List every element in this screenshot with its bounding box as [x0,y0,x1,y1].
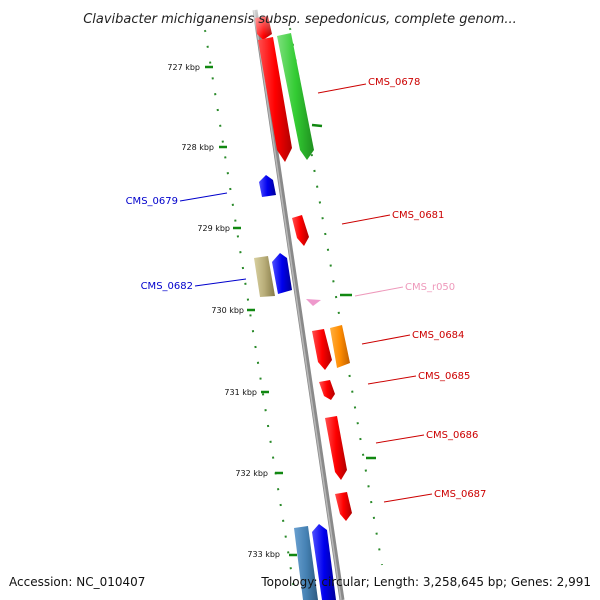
genome-backbone-shade [253,9,342,600]
gene-label-cms-0682[interactable]: CMS_0682 [141,281,193,292]
gene-label-cms-r050[interactable]: CMS_r050 [405,282,455,293]
map-title: Clavibacter michiganensis subsp. sepedon… [83,12,517,27]
gene-cms-0679[interactable] [259,175,276,197]
tick-label-731: 731 kbp [224,388,257,397]
gene-bottom-steel[interactable] [294,526,318,600]
top-fade [0,0,600,36]
outer-guide-right [289,27,383,566]
genome-summary-text: Topology: circular; Length: 3,258,645 bp… [261,575,591,589]
gene-cms-0684-red[interactable] [312,329,332,370]
outer-minor-ticks [311,123,376,460]
gene-label-cms-0687[interactable]: CMS_0687 [434,489,486,500]
tick-label-729: 729 kbp [197,224,230,233]
genome-backbone [252,9,345,600]
gene-cms-0686[interactable] [325,416,347,480]
gene-green-0678-partner[interactable] [277,33,314,160]
gene-label-cms-0685[interactable]: CMS_0685 [418,371,470,382]
gene-cms-0687[interactable] [335,492,352,521]
tick-label-732: 732 kbp [235,469,268,478]
gene-label-cms-0679[interactable]: CMS_0679 [126,196,178,207]
gene-cms-0685[interactable] [319,380,335,400]
gene-label-cms-0684[interactable]: CMS_0684 [412,330,464,341]
gene-cms-0678[interactable] [258,37,292,162]
gene-cms-0684[interactable] [330,325,350,368]
tick-label-727: 727 kbp [167,63,200,72]
coordinate-ticks [205,65,297,557]
gene-cms-r050[interactable] [306,299,321,306]
tick-label-730: 730 kbp [211,306,244,315]
gene-label-cms-0678[interactable]: CMS_0678 [368,77,420,88]
gene-cms-0682-olive[interactable] [254,256,275,297]
tick-label-733: 733 kbp [247,550,280,559]
accession-text: Accession: NC_010407 [9,575,146,589]
gene-label-cms-0681[interactable]: CMS_0681 [392,210,444,221]
gene-label-cms-0686[interactable]: CMS_0686 [426,430,478,441]
gene-cms-0682[interactable] [272,253,292,294]
gene-bottom-blue[interactable] [312,524,336,600]
label-leaders [179,83,433,503]
tick-label-728: 728 kbp [181,143,214,152]
gene-cms-0681[interactable] [292,215,309,246]
